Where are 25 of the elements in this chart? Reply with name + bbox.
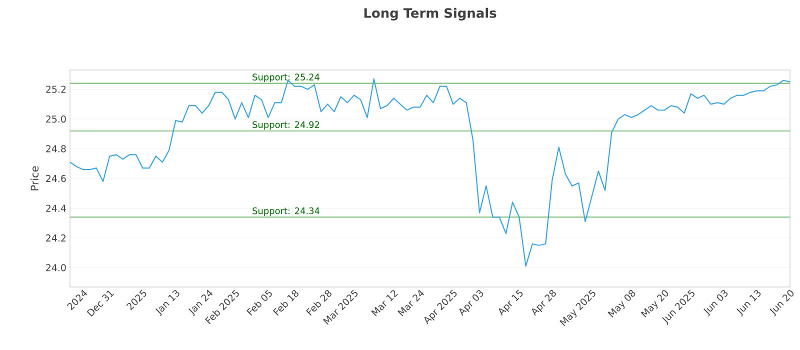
x-tick-label: Mar 12 (371, 290, 398, 316)
x-tick-label: Feb 05 (246, 290, 272, 316)
x-tick-label: Mar 24 (398, 290, 424, 316)
x-tick-label: Jun 20 (770, 290, 794, 316)
x-tick-label: Apr 28 (532, 290, 556, 316)
x-tick-label: Feb 28 (306, 290, 332, 316)
y-tick-label: 24.2 (46, 234, 66, 242)
ref-line-label: Support: 25.24 (252, 74, 320, 82)
x-tick-label: Apr 15 (498, 290, 523, 316)
x-tick-label: Jun 03 (704, 290, 728, 316)
x-tick-label: Jun 13 (736, 290, 761, 316)
x-tick-label: Jan 13 (155, 290, 180, 316)
y-tick-label: 25.0 (46, 115, 66, 123)
ref-line-label: Support: 24.34 (252, 207, 320, 216)
ref-line-label: Support: 24.92 (252, 121, 320, 130)
y-tick-label: 24.6 (46, 174, 66, 182)
y-tick-label: 24.0 (46, 264, 66, 272)
x-tick-label: Dec 31 (86, 290, 114, 317)
y-tick-label: 24.8 (46, 145, 66, 152)
x-tick-label: Apr 03 (459, 290, 484, 316)
chart-title: Long Term Signals (364, 8, 496, 20)
y-tick-label: 24.4 (46, 204, 66, 212)
x-tick-label: Feb 18 (272, 290, 298, 316)
y-axis-title: Price (30, 166, 39, 190)
y-tick-label: 25.2 (46, 86, 66, 93)
